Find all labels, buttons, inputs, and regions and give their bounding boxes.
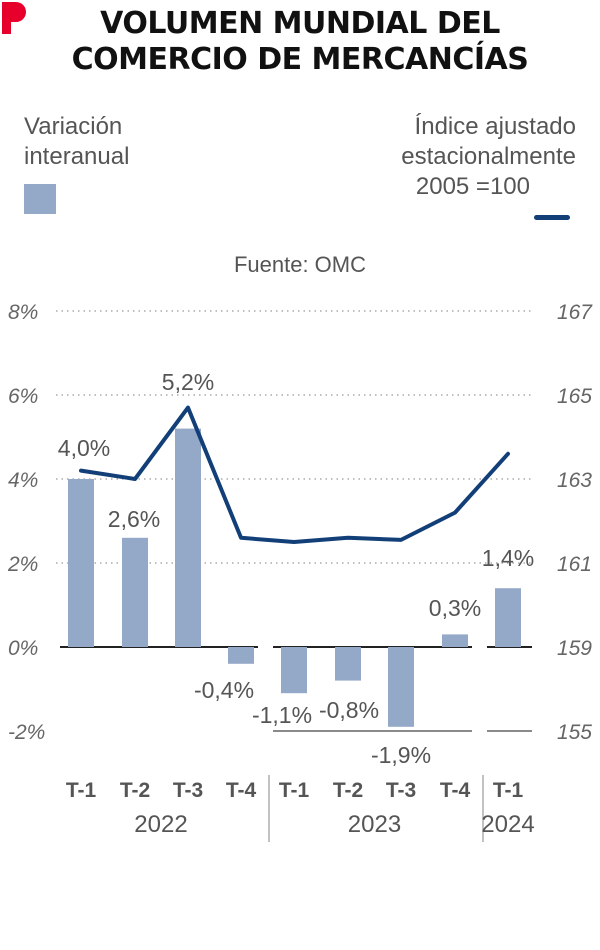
bar-1 xyxy=(122,537,148,647)
bar-4 xyxy=(281,647,307,694)
data-label-5: -0,8% xyxy=(319,697,379,723)
year-label-2024: 2024 xyxy=(481,811,534,838)
y-right-tick-label: 159 xyxy=(557,637,592,660)
legend-line-swatch xyxy=(534,215,570,220)
year-label-2023: 2023 xyxy=(348,811,401,838)
legend-bar-swatch xyxy=(24,184,56,214)
y-right-tick-label: 167 xyxy=(557,301,593,324)
x-tick-label-4: T-1 xyxy=(279,779,310,802)
data-label-8: 1,4% xyxy=(482,545,534,571)
bar-7 xyxy=(442,634,468,647)
legend-line-line-3: 2005 =100 xyxy=(415,173,530,200)
index-line xyxy=(79,405,510,544)
year-label-2022: 2022 xyxy=(134,811,187,838)
publisher-logo-icon xyxy=(2,2,26,34)
y-right-tick-label: 161 xyxy=(557,553,592,576)
title-line-1: VOLUMEN MUNDIAL DEL xyxy=(100,6,500,41)
x-tick-label-5: T-2 xyxy=(333,779,363,802)
data-label-7: 0,3% xyxy=(429,595,481,621)
y-right-tick-label: 165 xyxy=(557,385,592,408)
y-right-tick-label: 155 xyxy=(557,721,592,744)
data-label-0: 4,0% xyxy=(58,435,110,461)
legend-line-line-1: Índice ajustado xyxy=(414,113,576,140)
bar-3 xyxy=(228,647,254,664)
legend-bars-line-2: interanual xyxy=(24,143,130,170)
x-tick-label-1: T-2 xyxy=(120,779,150,802)
y-left-tick-label: 2% xyxy=(7,553,38,576)
legend-bars: Variación interanual xyxy=(24,112,129,172)
data-label-3: -0,4% xyxy=(194,677,254,703)
bar-0 xyxy=(68,479,94,647)
chart-source: Fuente: OMC xyxy=(233,252,367,277)
y-left-tick-label: -2% xyxy=(8,721,45,744)
legend-bars-line-1: Variación xyxy=(24,113,123,140)
x-tick-label-7: T-4 xyxy=(440,779,471,802)
legend-line: Índice ajustado estacionalmente 2005 =10… xyxy=(401,112,576,202)
y-left-tick-label: 6% xyxy=(8,385,38,408)
x-tick-label-0: T-1 xyxy=(66,779,97,802)
title-line-2: COMERCIO DE MERCANCÍAS xyxy=(71,42,529,77)
y-left-tick-label: 8% xyxy=(8,301,38,324)
data-label-2: 5,2% xyxy=(162,369,214,395)
data-label-6: -1,9% xyxy=(371,742,431,768)
y-right-tick-label: 163 xyxy=(557,469,592,492)
y-left-tick-label: 0% xyxy=(8,637,38,660)
data-label-4: -1,1% xyxy=(252,702,312,728)
bar-2 xyxy=(175,428,201,647)
x-tick-label-2: T-3 xyxy=(173,779,203,802)
y-left-tick-label: 4% xyxy=(8,469,38,492)
bar-8 xyxy=(495,588,521,647)
x-tick-label-6: T-3 xyxy=(386,779,416,802)
legend-line-line-2: estacionalmente xyxy=(401,143,576,170)
x-tick-label-8: T-1 xyxy=(493,779,524,802)
x-tick-label-3: T-4 xyxy=(226,779,257,802)
data-label-1: 2,6% xyxy=(108,506,160,532)
bar-5 xyxy=(335,647,361,681)
chart-title: VOLUMEN MUNDIAL DEL COMERCIO DE MERCANCÍ… xyxy=(0,6,600,78)
bar-6 xyxy=(388,647,414,727)
